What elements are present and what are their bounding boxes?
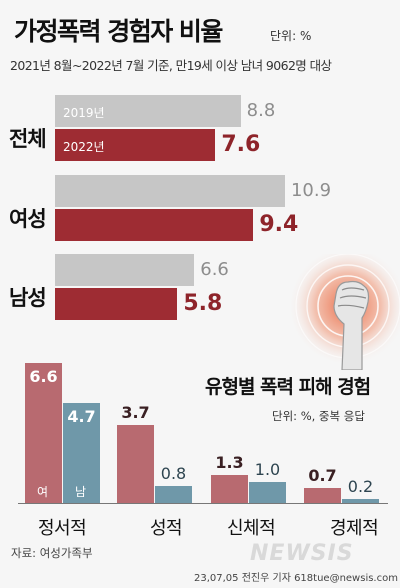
bar-2019 [55,254,195,286]
legend-male: 남 [75,485,87,499]
legend-2022: 2022년 [63,140,105,154]
bar-female [117,424,154,503]
bar-2022 [55,288,178,320]
value-label-2019: 10.9 [290,180,332,201]
bar-female [304,488,341,503]
value-label-2019: 6.6 [200,259,229,280]
value-label-female: 1.3 [215,453,244,473]
credit-line: 23,07,05 전진우 기자 618tue@newsis.com [194,573,398,584]
legend-female: 여 [37,485,49,499]
value-label-female: 6.6 [29,367,58,387]
bar-2022 [55,129,216,161]
value-label-2022: 9.4 [259,212,299,237]
bar-male [342,498,379,503]
type-chart-title: 유형별 폭력 피해 경험 [205,376,371,398]
subtitle: 2021년 8월~2022년 7월 기준, 만19세 이상 남녀 9062명 대… [10,58,332,73]
value-label-female: 0.7 [308,466,337,486]
source-note: 자료: 여성가족부 [11,546,93,560]
type-category-label: 경제적 [330,518,379,539]
type-chart-unit: 단위: %, 중복 응답 [272,409,365,423]
type-chart-baseline [18,503,388,504]
bar-2019 [55,175,285,207]
value-label-2022: 7.6 [221,132,261,157]
type-category-label: 신체적 [227,518,276,539]
value-label-male: 1.0 [254,459,281,479]
bar-male [249,481,286,503]
bar-female [211,475,248,503]
raised-fist-icon [333,280,370,370]
value-label-2022: 5.8 [183,291,223,316]
category-label: 남성 [9,286,47,310]
fist-illustration [278,254,400,370]
value-label-male: 0.8 [160,464,187,484]
legend-2019: 2019년 [63,106,105,120]
brand-watermark: NEWSIS [250,541,354,566]
type-category-label: 성적 [150,518,183,539]
bar-2019 [55,95,241,127]
bar-male [155,486,192,503]
value-label-male: 0.2 [347,476,374,496]
value-label-male: 4.7 [67,407,96,427]
type-category-label: 정서적 [38,518,87,539]
page-title: 가정폭력 경험자 비율 [14,17,223,46]
value-label-2019: 8.8 [246,100,276,121]
category-label: 전체 [9,127,47,151]
unit-label: 단위: % [270,29,312,43]
bar-2022 [55,209,254,241]
bar-male [63,403,100,503]
category-label: 여성 [9,207,47,231]
bar-female [25,363,62,503]
value-label-female: 3.7 [121,402,150,422]
